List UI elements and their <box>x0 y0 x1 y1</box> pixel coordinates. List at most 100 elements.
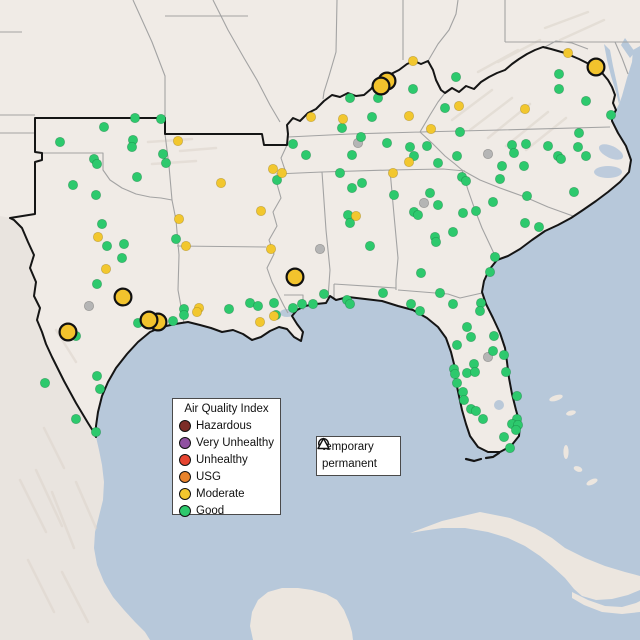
lake-okeechobee <box>494 400 504 410</box>
station-dot-good <box>334 167 346 179</box>
station-dot-good <box>504 442 516 454</box>
station-dot-good <box>447 226 459 238</box>
station-dot-good <box>450 71 462 83</box>
islands <box>250 394 640 640</box>
legend-item-label: temporary <box>322 441 374 454</box>
station-dot-good <box>307 298 319 310</box>
legend-item-unhealthy: Unhealthy <box>179 451 274 468</box>
station-dot-good <box>605 109 617 121</box>
aqi-color-swatch <box>179 436 191 449</box>
station-dot-good <box>318 288 330 300</box>
station-dot-good <box>90 426 102 438</box>
station-dot-good <box>346 149 358 161</box>
station-dot-moderate <box>267 163 279 175</box>
station-dot-moderate <box>337 113 349 125</box>
station-dot-good <box>572 141 584 153</box>
pamlico-sound <box>598 144 624 160</box>
station-dot-good <box>170 233 182 245</box>
aqi-legend-items: Hazardous Very Unhealthy Unhealthy USG Moder… <box>179 417 274 519</box>
temporary-station-dot-moderate <box>371 76 391 96</box>
station-dot-moderate <box>276 167 288 179</box>
station-dot-good <box>573 127 585 139</box>
legend-item-temporary: temporary <box>317 437 395 456</box>
water-details <box>280 38 635 410</box>
station-dot-good <box>487 345 499 357</box>
delaware-bay <box>621 38 635 58</box>
station-dot-good <box>54 136 66 148</box>
station-dot-moderate <box>254 316 266 328</box>
station-dot-good <box>344 298 356 310</box>
station-dot-good <box>300 149 312 161</box>
station-dot-good <box>366 111 378 123</box>
station-dot-good <box>533 221 545 233</box>
station-dot-good <box>344 217 356 229</box>
station-dot-good <box>39 377 51 389</box>
station-dot-missing <box>314 243 326 255</box>
station-dot-good <box>469 366 481 378</box>
station-dot-good <box>96 218 108 230</box>
station-dot-good <box>511 390 523 402</box>
station-dot-moderate <box>407 55 419 67</box>
station-dot-good <box>498 431 510 443</box>
station-dot-good <box>116 252 128 264</box>
aqi-legend: Air Quality Index Hazardous Very Unhealth… <box>172 398 281 517</box>
station-dot-good <box>553 83 565 95</box>
station-dot-moderate <box>191 306 203 318</box>
legend-item-very-unhealthy: Very Unhealthy <box>179 434 274 451</box>
relief-shading <box>18 10 606 624</box>
station-dot-moderate <box>215 177 227 189</box>
station-dot-good <box>474 305 486 317</box>
triangle-marker-icon <box>317 437 330 450</box>
station-dot-good <box>465 331 477 343</box>
station-dot-good <box>500 366 512 378</box>
station-dot-moderate <box>180 240 192 252</box>
legend-item-label: USG <box>196 470 221 483</box>
station-dot-good <box>451 150 463 162</box>
station-dot-good <box>457 207 469 219</box>
bahamas-islands <box>549 394 598 486</box>
station-dot-missing <box>482 148 494 160</box>
station-dot-good <box>67 179 79 191</box>
temporary-station-dot-moderate <box>285 267 305 287</box>
station-dot-good <box>553 68 565 80</box>
station-dot-good <box>521 190 533 202</box>
station-dot-good <box>415 267 427 279</box>
station-dot-good <box>432 199 444 211</box>
legend-item-permanent: permanent <box>317 437 395 473</box>
yucatan-peninsula <box>250 588 353 640</box>
station-dot-good <box>131 171 143 183</box>
temporary-station-dot-moderate <box>113 287 133 307</box>
station-dot-good <box>377 287 389 299</box>
station-dot-good <box>510 424 522 436</box>
station-dot-good <box>388 189 400 201</box>
temporary-station-dot-moderate <box>139 310 159 330</box>
station-dot-good <box>91 370 103 382</box>
station-dot-good <box>287 302 299 314</box>
florida-keys <box>464 451 501 463</box>
station-dot-good <box>494 173 506 185</box>
cuba-south-coast <box>572 592 640 614</box>
station-dot-good <box>157 148 169 160</box>
station-dot-good <box>488 330 500 342</box>
station-dot-good <box>518 160 530 172</box>
station-dot-good <box>346 182 358 194</box>
legend-item-good: Good <box>179 502 274 519</box>
temporary-station-dot-moderate <box>58 322 78 342</box>
station-dot-moderate <box>350 210 362 222</box>
cuba-island <box>410 512 640 600</box>
station-dot-good <box>405 298 417 310</box>
aqi-legend-title: Air Quality Index <box>184 403 269 415</box>
station-dot-good <box>412 209 424 221</box>
station-dot-good <box>454 126 466 138</box>
legend-item-usg: USG <box>179 468 274 485</box>
station-dot-good <box>364 240 376 252</box>
station-dot-good <box>421 140 433 152</box>
station-dot-good <box>287 138 299 150</box>
station-dot-good <box>296 298 308 310</box>
station-dot-good <box>356 177 368 189</box>
station-dot-moderate <box>519 103 531 115</box>
legend-item-label: permanent <box>322 457 377 470</box>
station-dot-good <box>404 141 416 153</box>
